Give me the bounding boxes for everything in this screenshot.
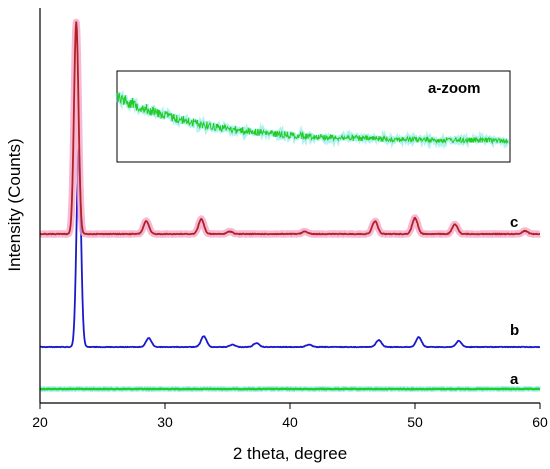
y-axis-title: Intensity (Counts) <box>5 138 24 271</box>
x-tick-label-40: 40 <box>282 414 298 430</box>
series-line-b <box>39 148 541 349</box>
x-tick-label-20: 20 <box>32 414 48 430</box>
inset-curve-layer <box>115 90 510 150</box>
series-label-c: c <box>510 214 518 231</box>
series-line-c <box>39 21 541 236</box>
inset: a-zoom <box>115 70 511 163</box>
series-label-a: a <box>510 371 519 388</box>
x-tick-label-60: 60 <box>532 414 548 430</box>
x-tick-label-30: 30 <box>157 414 173 430</box>
inset-label: a-zoom <box>428 80 481 97</box>
series-line-a <box>39 387 541 391</box>
series-label-b: b <box>510 322 519 339</box>
x-tick-labels: 20 30 40 50 60 <box>32 414 548 430</box>
x-axis-title: 2 theta, degree <box>233 444 347 463</box>
x-tick-label-50: 50 <box>407 414 423 430</box>
plot-area: 20 30 40 50 60 <box>32 8 548 430</box>
inset-line <box>116 92 509 145</box>
series-labels: c b a <box>510 214 519 388</box>
curves-layer <box>37 18 543 392</box>
x-ticks <box>39 403 541 409</box>
